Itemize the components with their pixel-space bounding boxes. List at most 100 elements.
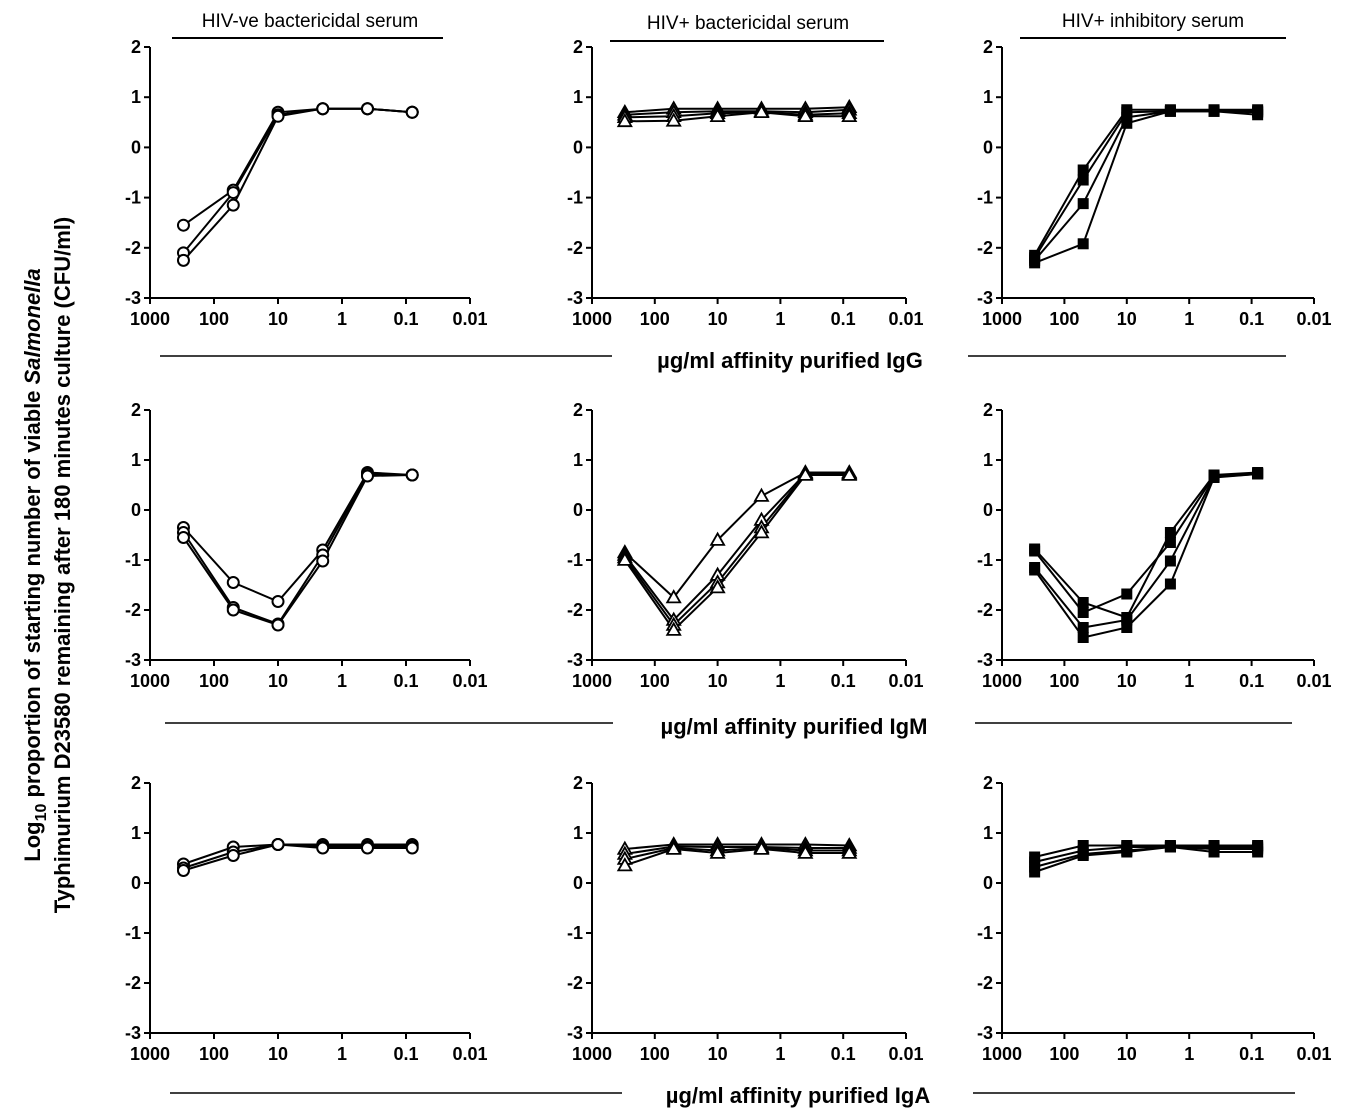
data-point-triangle [709, 107, 726, 123]
data-point-triangle [709, 579, 726, 594]
x-tick-label: 10 [1117, 1044, 1137, 1064]
panel-r0-c1: -3 -2 -1 0 1 2 1000 100 10 1 0.1 0.01 [567, 37, 924, 329]
data-point-circle [405, 468, 419, 482]
row-xlabel-0: µg/ml affinity purified IgG [657, 348, 923, 373]
data-point-circle [316, 554, 330, 568]
data-point-circle [226, 603, 240, 617]
y-tick-label: 1 [983, 87, 993, 107]
series-line [1033, 472, 1258, 614]
x-tick-label: 100 [1049, 1044, 1079, 1064]
data-point-square [1077, 622, 1089, 633]
panel-r1-c1: -3 -2 -1 0 1 2 1000 100 10 1 0.1 0.01 [567, 400, 924, 691]
data-point-triangle [797, 844, 814, 859]
y-tick-label: -2 [567, 973, 583, 993]
x-tick-label: 1000 [130, 1044, 170, 1064]
data-point-square [1252, 468, 1264, 480]
data-point-square [1164, 841, 1176, 853]
data-point-circle [316, 102, 330, 116]
y-tick-label: 2 [131, 773, 141, 793]
data-point-circle [226, 849, 240, 862]
x-tick-label: 0.1 [831, 671, 856, 691]
series-line [1034, 845, 1258, 873]
y-tick-label: -2 [125, 973, 141, 993]
series-line [1033, 473, 1258, 639]
series-line [624, 843, 850, 850]
x-tick-label: 10 [708, 1044, 728, 1064]
y-tick-label: 2 [131, 400, 141, 420]
data-point-square [1121, 588, 1133, 600]
series-line [1033, 110, 1258, 262]
x-tick-label: 0.1 [393, 671, 418, 691]
x-tick-label: 10 [708, 671, 728, 691]
x-tick-label: 1 [337, 1044, 347, 1064]
x-tick-label: 0.01 [888, 1044, 923, 1064]
data-point-circle [271, 595, 285, 608]
row-xlabel-1: µg/ml affinity purified IgM [661, 714, 928, 739]
x-tick-label: 100 [199, 1044, 229, 1064]
data-point-square [1121, 846, 1133, 858]
series-line [182, 471, 413, 603]
series-line [182, 474, 413, 627]
series-line [1033, 471, 1258, 619]
y-tick-label: -2 [125, 238, 141, 258]
y-tick-label: -1 [567, 188, 583, 208]
series-line [1034, 846, 1258, 863]
series-line [182, 107, 413, 227]
y-tick-label: -2 [977, 600, 993, 620]
data-point-circle [176, 218, 190, 232]
x-tick-label: 1000 [572, 309, 612, 329]
x-tick-label: 0.01 [888, 671, 923, 691]
x-tick-label: 0.01 [452, 1044, 487, 1064]
data-point-circle [316, 841, 330, 855]
data-point-triangle [841, 844, 858, 859]
series-line [1034, 844, 1258, 858]
y-tick-label: 1 [131, 450, 141, 470]
panel-r0-c2: -3 -2 -1 0 1 2 1000 100 10 1 0.1 0.01 [977, 37, 1332, 329]
data-point-square [1121, 111, 1133, 123]
y-tick-label: 0 [983, 137, 993, 157]
data-point-triangle [753, 487, 770, 502]
data-point-square [1121, 117, 1133, 129]
x-tick-label: 100 [199, 671, 229, 691]
x-tick-label: 0.1 [1239, 309, 1264, 329]
data-point-square [1077, 174, 1089, 186]
y-tick-label: -1 [977, 188, 993, 208]
series-line [624, 111, 850, 123]
y-tick-label: 0 [573, 873, 583, 893]
y-tick-label: -1 [977, 923, 993, 943]
series-line [624, 845, 850, 855]
data-point-square [1077, 632, 1089, 643]
y-tick-label: -1 [977, 550, 993, 570]
y-tick-label: 0 [131, 137, 141, 157]
y-tick-label: 2 [983, 400, 993, 420]
panel-r2-c2: -3 -2 -1 0 1 2 1000 100 10 1 0.1 0.01 [977, 773, 1332, 1064]
series-line [624, 106, 850, 114]
y-tick-label: -3 [567, 288, 583, 308]
series-line [182, 472, 413, 626]
data-point-circle [271, 109, 285, 123]
series-line [182, 107, 413, 254]
data-point-circle [360, 102, 374, 116]
x-tick-label: 1000 [572, 671, 612, 691]
x-tick-label: 0.1 [831, 1044, 856, 1064]
x-tick-label: 1000 [130, 309, 170, 329]
series-line [624, 846, 850, 860]
x-tick-label: 1 [1184, 1044, 1194, 1064]
data-point-circle [360, 469, 374, 483]
data-point-square [1029, 257, 1041, 269]
x-tick-label: 100 [199, 309, 229, 329]
data-point-triangle [665, 840, 682, 855]
column-title-2: HIV+ inhibitory serum [1062, 11, 1244, 32]
x-tick-label: 0.01 [1296, 671, 1331, 691]
data-point-square [1077, 198, 1089, 210]
x-tick-label: 0.01 [452, 309, 487, 329]
column-title-1: HIV+ bactericidal serum [647, 13, 849, 34]
data-point-square [1029, 545, 1041, 557]
y-tick-label: 2 [573, 37, 583, 57]
x-tick-label: 1 [1184, 671, 1194, 691]
series-line [1033, 473, 1258, 629]
data-point-square [1077, 164, 1089, 176]
y-axis-label-line1: Log10 proportion of starting number of v… [20, 268, 50, 862]
series-line [624, 108, 850, 116]
